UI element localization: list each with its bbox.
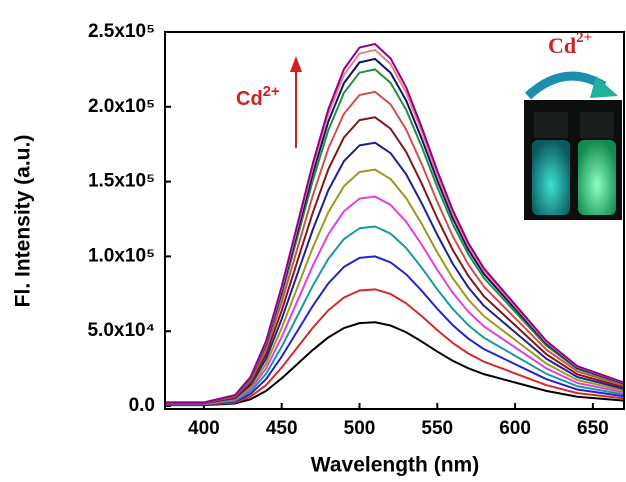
x-tick-label: 450: [266, 418, 298, 439]
series-line: [165, 321, 624, 407]
series-line: [165, 90, 624, 404]
series-line: [165, 141, 624, 405]
series-line: [165, 116, 624, 405]
x-tick-label: 650: [577, 418, 609, 439]
y-tick-label: 2.5x10⁵: [88, 21, 155, 42]
plot-area: 0.0 5.0x10⁴ 1.0x10⁵ 1.5x10⁵ 2.0x10⁵ 2.5x10⁵ 40…: [87, 21, 625, 439]
x-tick-label: 400: [188, 418, 220, 439]
y-tick-label: 5.0x10⁴: [87, 320, 155, 341]
annotation: Cd2+: [236, 83, 280, 110]
series-line: [165, 255, 624, 406]
x-tick-label: 600: [499, 418, 531, 439]
annotation-text: Cd: [548, 33, 576, 58]
inset-annotation: Cd2+: [548, 30, 592, 58]
series-line: [165, 42, 624, 404]
series-line: [165, 168, 624, 405]
x-tick-label: 550: [421, 418, 453, 439]
y-tick-label: 2.0x10⁵: [88, 96, 155, 117]
series-line: [165, 225, 624, 406]
plot-frame: [164, 31, 625, 410]
x-tick-label: 500: [344, 418, 376, 439]
y-tick-label: 0.0: [129, 395, 155, 416]
y-axis-title: Fl. Intensity (a.u.): [12, 135, 35, 308]
series-line: [165, 195, 624, 405]
annotation-text: Cd: [236, 88, 263, 110]
y-tick-label: 1.0x10⁵: [88, 245, 155, 266]
annotation-sup: 2+: [263, 83, 280, 100]
x-axis-title: Wavelength (nm): [311, 454, 479, 477]
series-line: [165, 288, 624, 406]
annotation-arrow: [290, 56, 302, 148]
annotation-sup: 2+: [576, 30, 592, 46]
y-tick-label: 1.5x10⁵: [88, 171, 155, 192]
inset-photo: [524, 71, 622, 220]
